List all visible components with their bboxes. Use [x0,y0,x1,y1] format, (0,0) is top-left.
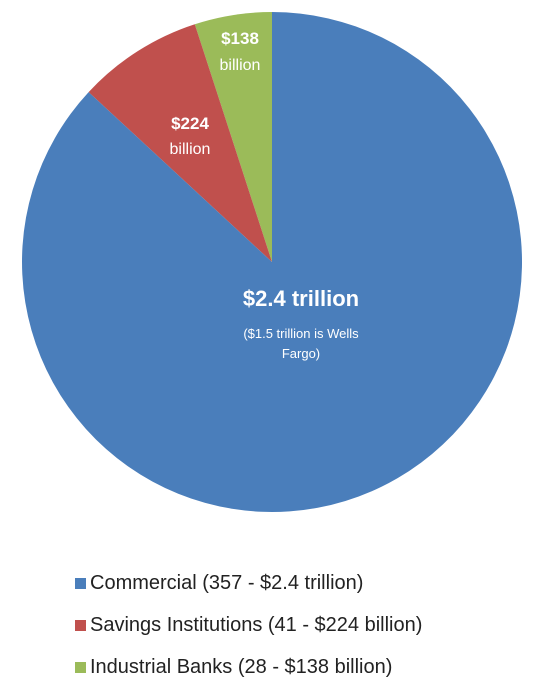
pie-chart: $138 billion $224 billion $2.4 trillion … [22,11,523,513]
commercial-note-line-1: ($1.5 trillion is Wells [243,326,359,341]
savings-institutions-value-label: $224 [171,114,209,133]
pie-slices [22,11,523,513]
legend-label-commercial: Commercial (357 - $2.4 trillion) [90,571,364,594]
legend-swatch-savings-institutions [75,619,86,631]
industrial-banks-unit-label: billion [220,57,261,74]
legend-item-commercial: Commercial (357 - $2.4 trillion) [75,562,422,604]
pie-slice-savings-institutions [88,24,273,262]
pie-slice-commercial [22,11,523,513]
legend-item-industrial-banks: Industrial Banks (28 - $138 billion) [75,646,422,688]
commercial-value-label: $2.4 trillion [243,286,359,311]
legend-item-savings-institutions: Savings Institutions (41 - $224 billion) [75,604,422,646]
legend-swatch-commercial [75,577,86,589]
commercial-note-line-2: Fargo) [282,346,320,361]
legend: Commercial (357 - $2.4 trillion) Savings… [75,562,422,688]
industrial-banks-value-label: $138 [221,29,259,48]
pie-slice-industrial-banks [194,12,272,262]
legend-label-industrial-banks: Industrial Banks (28 - $138 billion) [90,655,393,678]
savings-institutions-unit-label: billion [170,141,211,158]
legend-swatch-industrial-banks [75,661,86,673]
legend-label-savings-institutions: Savings Institutions (41 - $224 billion) [90,613,423,636]
